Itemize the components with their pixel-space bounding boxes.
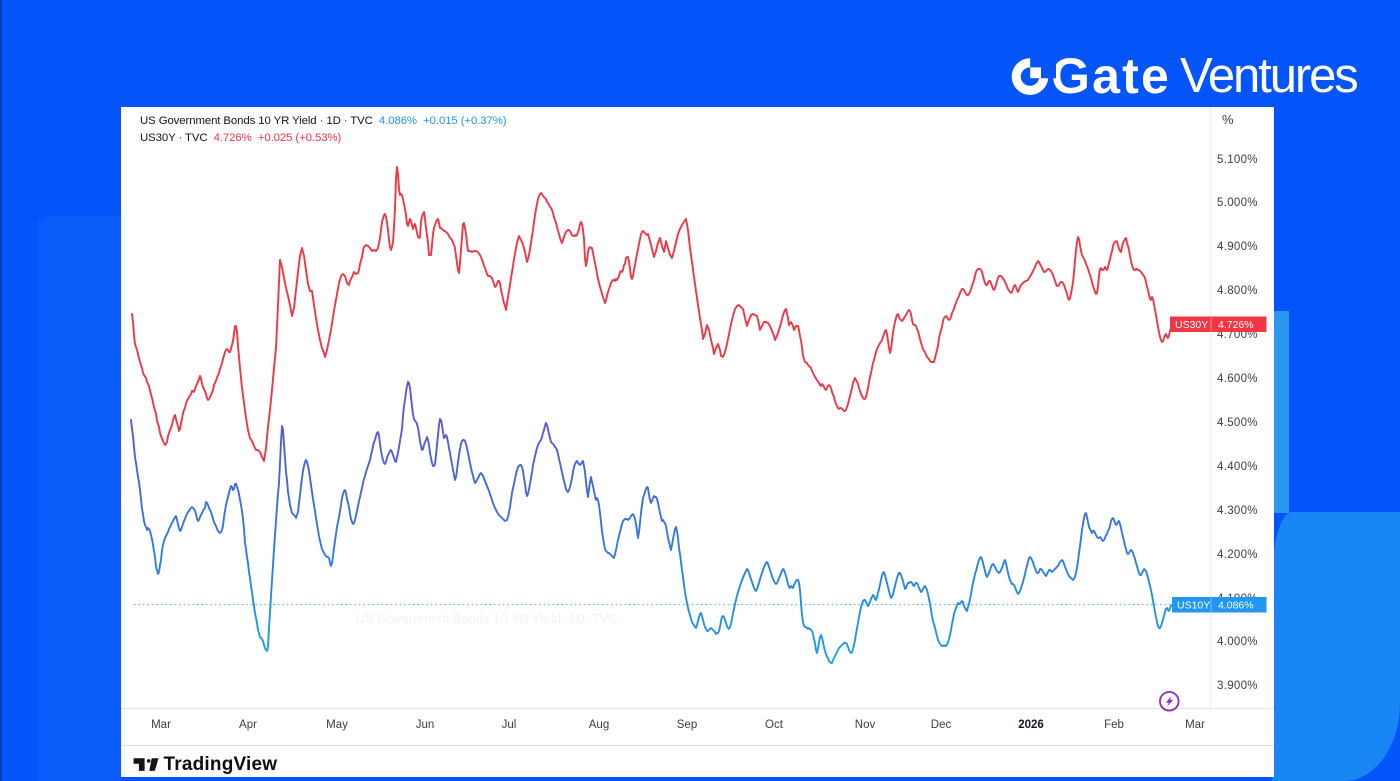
svg-text:4.086%: 4.086% <box>1218 600 1254 612</box>
svg-text:US30Y: US30Y <box>1175 319 1208 331</box>
svg-text:4.726%: 4.726% <box>1218 319 1254 331</box>
svg-text:US10Y: US10Y <box>1177 600 1210 612</box>
